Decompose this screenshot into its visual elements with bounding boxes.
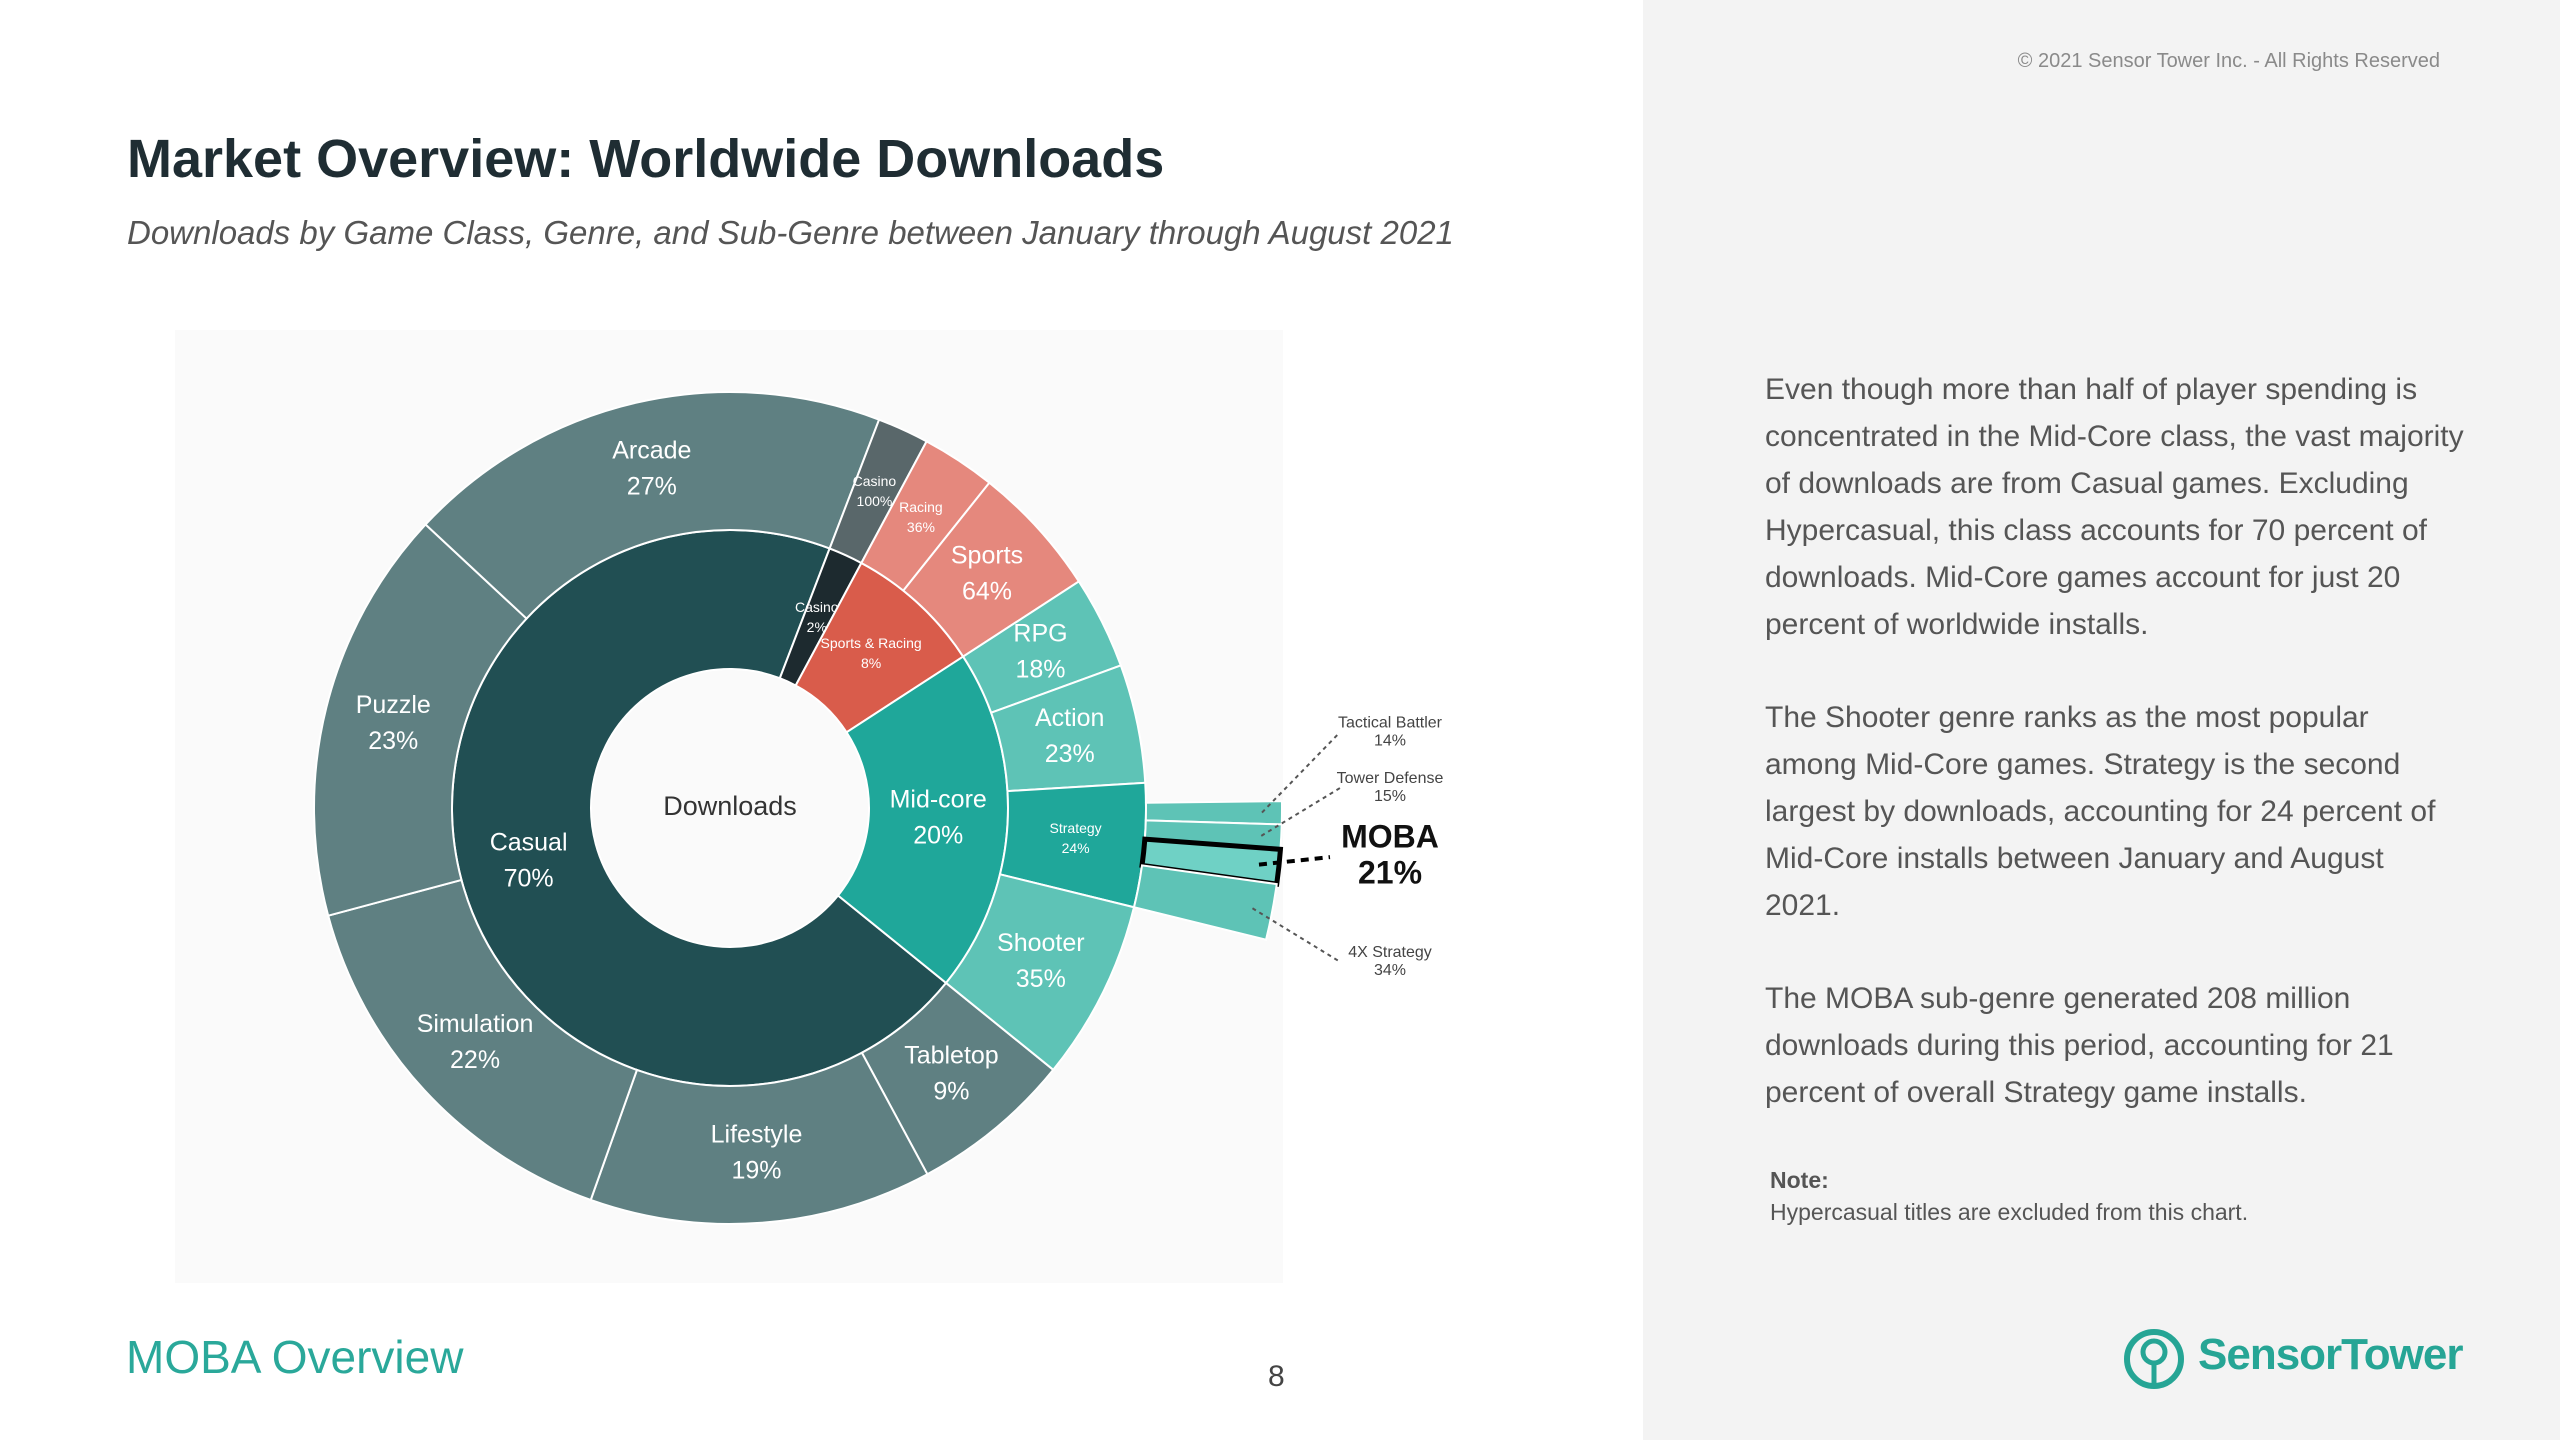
segment-label: Puzzle bbox=[356, 691, 431, 719]
copyright: © 2021 Sensor Tower Inc. - All Rights Re… bbox=[2017, 50, 2440, 72]
leader-line bbox=[1258, 855, 1331, 867]
segment-label: Lifestyle bbox=[711, 1121, 803, 1149]
leader-line bbox=[1261, 731, 1341, 814]
sub-value: 14% bbox=[1374, 732, 1406, 749]
page-number: 8 bbox=[1268, 1360, 1285, 1393]
logo-icon bbox=[2140, 1338, 2168, 1366]
segment-label: Simulation bbox=[417, 1010, 534, 1038]
segment-value: 24% bbox=[1062, 840, 1090, 856]
segment-label: Action bbox=[1035, 704, 1104, 732]
segment-label: Casual bbox=[490, 829, 568, 857]
sub-label: Tower Defense bbox=[1337, 770, 1444, 787]
paragraph: The Shooter genre ranks as the most popu… bbox=[1765, 701, 2436, 922]
segment-value: 27% bbox=[627, 473, 677, 501]
segment-label: Racing bbox=[899, 499, 943, 515]
segment-value: 35% bbox=[1016, 965, 1066, 993]
subtitle: Downloads by Game Class, Genre, and Sub-… bbox=[127, 214, 1454, 251]
segment-label: Sports & Racing bbox=[821, 635, 922, 651]
segment-label: Arcade bbox=[612, 437, 691, 465]
segment-value: 70% bbox=[504, 865, 554, 893]
title: Market Overview: Worldwide Downloads bbox=[127, 129, 1165, 189]
sub-value: 21% bbox=[1358, 855, 1422, 891]
segment-value: 100% bbox=[857, 493, 893, 509]
segment-value: 18% bbox=[1015, 656, 1065, 684]
segment-label: RPG bbox=[1013, 620, 1067, 648]
logo-icon bbox=[2124, 1329, 2184, 1389]
segment-value: 9% bbox=[933, 1078, 969, 1106]
section-name: MOBA Overview bbox=[126, 1331, 464, 1383]
segment-value: 8% bbox=[861, 655, 881, 671]
sub-label: 4X Strategy bbox=[1348, 944, 1432, 961]
segment-value: 22% bbox=[450, 1046, 500, 1074]
sub-value: 34% bbox=[1374, 962, 1406, 979]
side-panel bbox=[1643, 0, 2560, 1440]
paragraph: The MOBA sub-genre generated 208 million… bbox=[1765, 982, 2394, 1109]
outer-segment bbox=[424, 391, 881, 620]
segment-value: 23% bbox=[1045, 740, 1095, 768]
note: Hypercasual titles are excluded from thi… bbox=[1770, 1199, 2249, 1225]
segment-value: 64% bbox=[962, 577, 1012, 605]
segment-label: Casino bbox=[795, 599, 839, 615]
leader-line bbox=[1251, 907, 1341, 963]
body-text: Even though more than half of player spe… bbox=[1765, 366, 2465, 1162]
segment-label: Mid-core bbox=[890, 786, 987, 814]
segment-label: Shooter bbox=[997, 929, 1085, 957]
segment-value: 36% bbox=[907, 519, 935, 535]
segment-label: Sports bbox=[951, 541, 1023, 569]
note-label: Note: bbox=[1770, 1167, 1829, 1193]
sub-label: Tactical Battler bbox=[1338, 714, 1443, 731]
segment-label: Tabletop bbox=[904, 1042, 999, 1070]
segment-value: 23% bbox=[368, 727, 418, 755]
segment-label: Strategy bbox=[1050, 820, 1102, 836]
sub-value: 15% bbox=[1374, 788, 1406, 805]
segment-value: 2% bbox=[807, 619, 827, 635]
outer-segment bbox=[944, 873, 1136, 1072]
segment-value: 19% bbox=[731, 1157, 781, 1185]
segment-label: Casino bbox=[853, 473, 897, 489]
paragraph: Even though more than half of player spe… bbox=[1765, 373, 2464, 641]
logo: SensorTower bbox=[2198, 1330, 2463, 1379]
center-label: Downloads bbox=[663, 791, 797, 821]
sub-label: MOBA bbox=[1341, 819, 1439, 855]
segment-value: 20% bbox=[913, 822, 963, 850]
